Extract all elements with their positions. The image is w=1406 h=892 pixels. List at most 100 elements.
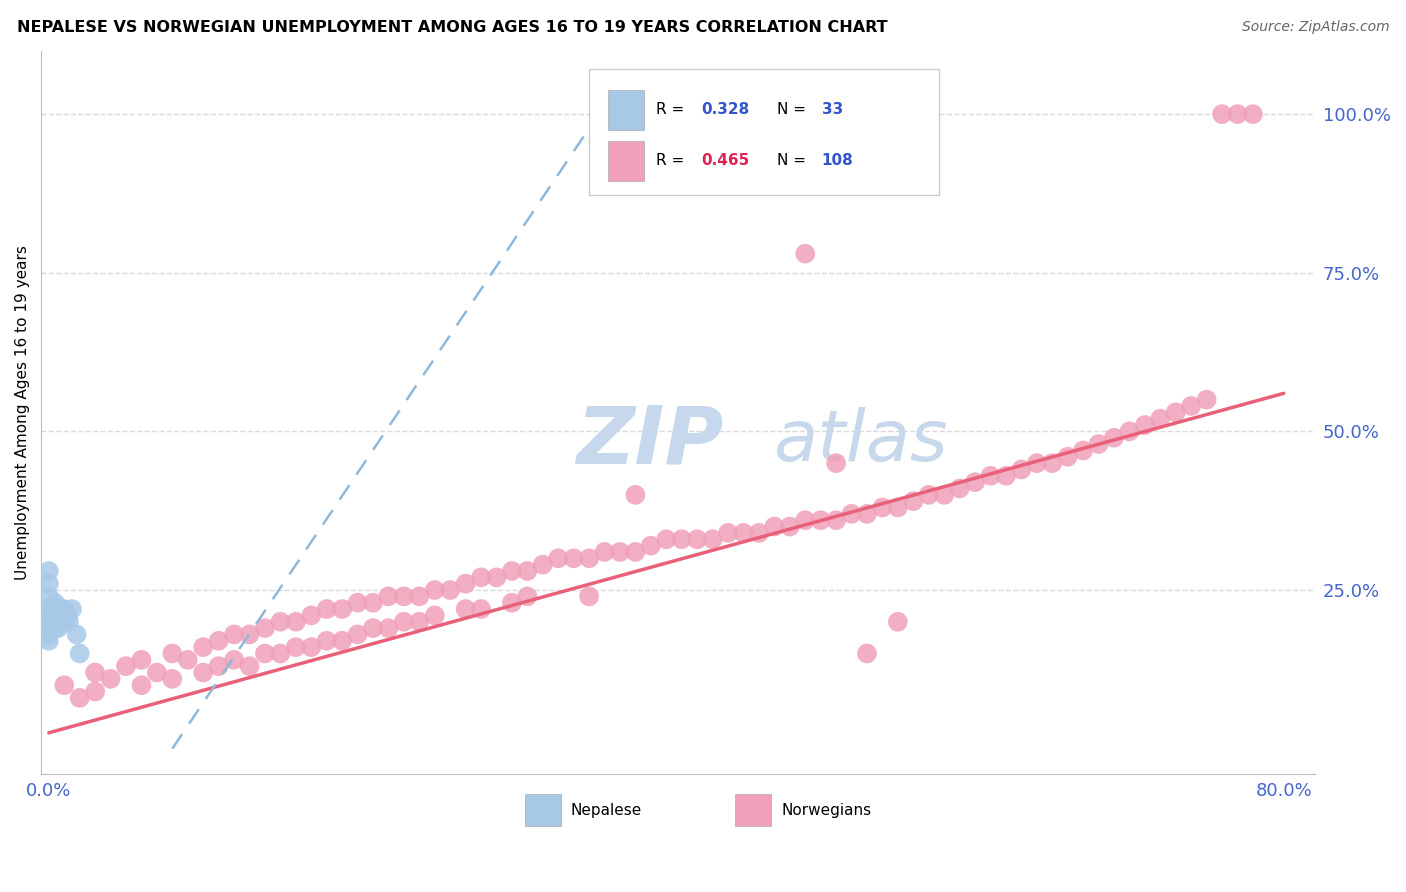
Text: Norwegians: Norwegians <box>782 803 872 818</box>
Point <box>51 602 73 616</box>
Point <box>1211 107 1233 121</box>
Point <box>501 564 523 578</box>
Point <box>501 596 523 610</box>
Bar <box>735 794 770 826</box>
Point <box>38 576 60 591</box>
Point <box>377 621 399 635</box>
Point <box>949 482 972 496</box>
Point <box>825 513 848 527</box>
Point <box>377 590 399 604</box>
Bar <box>607 141 644 181</box>
Point <box>52 602 75 616</box>
Point <box>361 621 384 635</box>
Point <box>269 647 291 661</box>
Point <box>238 659 260 673</box>
Point <box>52 615 75 629</box>
Point <box>38 615 60 629</box>
Point <box>516 564 538 578</box>
Point <box>918 488 941 502</box>
Point <box>1149 411 1171 425</box>
Point <box>717 525 740 540</box>
Point <box>69 647 91 661</box>
Point <box>38 627 60 641</box>
Point <box>222 627 245 641</box>
Text: 108: 108 <box>821 153 853 168</box>
Point <box>162 672 184 686</box>
Point <box>408 590 430 604</box>
Point <box>53 602 76 616</box>
Point <box>269 615 291 629</box>
Point <box>1195 392 1218 407</box>
Point <box>748 525 770 540</box>
Point <box>44 621 66 635</box>
Bar <box>607 90 644 130</box>
Point <box>578 590 600 604</box>
Point <box>794 246 817 260</box>
Point <box>609 545 631 559</box>
Point <box>531 558 554 572</box>
Point <box>671 533 693 547</box>
Point <box>934 488 956 502</box>
Text: R =: R = <box>657 153 689 168</box>
Point <box>284 615 307 629</box>
Point <box>48 615 70 629</box>
Text: 0.465: 0.465 <box>700 153 749 168</box>
Point <box>1102 431 1125 445</box>
Text: 33: 33 <box>821 103 844 118</box>
Point <box>963 475 986 490</box>
Point <box>46 621 69 635</box>
Point <box>702 533 724 547</box>
Bar <box>524 794 561 826</box>
Point <box>53 678 76 692</box>
Point <box>38 621 60 635</box>
Point <box>593 545 616 559</box>
Text: NEPALESE VS NORWEGIAN UNEMPLOYMENT AMONG AGES 16 TO 19 YEARS CORRELATION CHART: NEPALESE VS NORWEGIAN UNEMPLOYMENT AMONG… <box>17 20 887 35</box>
Point <box>994 468 1017 483</box>
Point <box>284 640 307 654</box>
Point <box>547 551 569 566</box>
Point <box>100 672 122 686</box>
Point <box>346 627 368 641</box>
Point <box>193 640 215 654</box>
Point <box>330 633 353 648</box>
Point <box>222 653 245 667</box>
Point <box>903 494 925 508</box>
Point <box>470 602 492 616</box>
Point <box>42 608 65 623</box>
Point <box>60 602 83 616</box>
Point <box>979 468 1001 483</box>
Point <box>392 590 415 604</box>
Point <box>193 665 215 680</box>
Point <box>1056 450 1078 464</box>
Point <box>408 615 430 629</box>
Point <box>825 456 848 470</box>
Point <box>624 545 647 559</box>
Point <box>1164 405 1187 419</box>
Point <box>423 608 446 623</box>
Point <box>315 633 337 648</box>
Point <box>1071 443 1094 458</box>
Point <box>299 640 322 654</box>
Point <box>48 602 70 616</box>
Point <box>38 633 60 648</box>
Point <box>299 608 322 623</box>
Point <box>253 621 276 635</box>
Point <box>45 615 67 629</box>
Point <box>115 659 138 673</box>
Point <box>238 627 260 641</box>
Point <box>1010 462 1032 476</box>
Point <box>1226 107 1249 121</box>
Point <box>346 596 368 610</box>
Point <box>177 653 200 667</box>
Text: Source: ZipAtlas.com: Source: ZipAtlas.com <box>1241 20 1389 34</box>
Point <box>439 582 461 597</box>
Point <box>44 608 66 623</box>
Point <box>794 513 817 527</box>
Point <box>208 633 231 648</box>
Point <box>84 684 107 698</box>
Point <box>841 507 863 521</box>
Text: R =: R = <box>657 103 689 118</box>
Text: 0.328: 0.328 <box>700 103 749 118</box>
Point <box>330 602 353 616</box>
Point <box>51 615 73 629</box>
